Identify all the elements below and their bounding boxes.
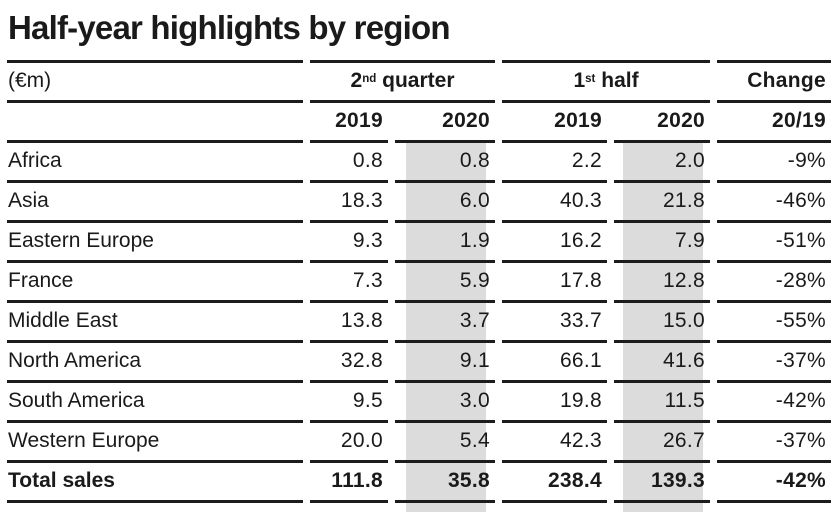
year-header-change: 20/19 — [717, 103, 832, 143]
table-row: Western Europe 20.0 5.4 42.3 26.7 -37% — [7, 422, 832, 463]
value-cell: 13.8 — [310, 303, 388, 343]
value-cell: 7.9 — [614, 222, 711, 263]
value-cell: 12.8 — [614, 262, 711, 303]
value-cell: 26.7 — [614, 422, 711, 463]
year-header-h1-2020: 2020 — [614, 103, 711, 143]
value-cell: 11.5 — [614, 382, 711, 423]
h1-num: 1 — [573, 69, 586, 93]
value-cell: 66.1 — [502, 343, 608, 383]
change-cell: -37% — [717, 423, 832, 463]
shade-overhang — [395, 502, 496, 512]
region-cell: France — [7, 263, 303, 303]
group-header-q2: 2nd quarter — [310, 59, 496, 103]
q2-rest: quarter — [376, 69, 455, 93]
year-header-q2-2020: 2020 — [395, 103, 496, 143]
value-cell: 7.3 — [310, 263, 388, 303]
change-cell: -9% — [717, 143, 832, 183]
value-cell: 2.0 — [614, 142, 711, 183]
value-cell: 21.8 — [614, 182, 711, 223]
value-cell: 41.6 — [614, 342, 711, 383]
total-value-cell: 35.8 — [395, 462, 496, 503]
value-cell: 6.0 — [395, 182, 496, 223]
group-header-h1: 1st half — [502, 59, 711, 103]
value-cell: 17.8 — [502, 263, 608, 303]
value-cell: 9.1 — [395, 342, 496, 383]
page-title: Half-year highlights by region — [8, 9, 451, 46]
year-header-q2-2019: 2019 — [310, 103, 388, 143]
value-cell: 5.9 — [395, 262, 496, 303]
highlights-table: (€m) 2nd quarter 1st half Change 2019 20… — [0, 59, 838, 512]
value-cell: 3.7 — [395, 302, 496, 343]
change-cell: -28% — [717, 263, 832, 303]
h1-ordinal: st — [585, 72, 596, 85]
change-cell: -37% — [717, 343, 832, 383]
region-cell: Africa — [7, 143, 303, 183]
table-row: Africa 0.8 0.8 2.2 2.0 -9% — [7, 142, 832, 183]
total-row: Total sales 111.8 35.8 238.4 139.3 -42% — [7, 462, 832, 503]
table-row: Eastern Europe 9.3 1.9 16.2 7.9 -51% — [7, 222, 832, 263]
value-cell: 3.0 — [395, 382, 496, 423]
total-change-cell: -42% — [717, 463, 832, 503]
region-cell: North America — [7, 343, 303, 383]
change-cell: -51% — [717, 223, 832, 263]
change-cell: -42% — [717, 383, 832, 423]
value-cell: 9.5 — [310, 383, 388, 423]
value-cell: 9.3 — [310, 223, 388, 263]
q2-num: 2 — [350, 69, 363, 93]
table-row: Asia 18.3 6.0 40.3 21.8 -46% — [7, 182, 832, 223]
change-cell: -55% — [717, 303, 832, 343]
value-cell: 0.8 — [395, 142, 496, 183]
value-cell: 40.3 — [502, 183, 608, 223]
empty-header-cell — [7, 103, 303, 143]
shade-overhang-row — [7, 502, 831, 512]
change-cell: -46% — [717, 183, 832, 223]
table-row: France 7.3 5.9 17.8 12.8 -28% — [7, 262, 832, 303]
total-value-cell: 238.4 — [502, 463, 608, 503]
value-cell: 33.7 — [502, 303, 608, 343]
shade-overhang — [614, 502, 711, 512]
region-cell: South America — [7, 383, 303, 423]
group-header-change: Change — [717, 59, 832, 103]
h1-rest: half — [595, 69, 639, 93]
region-cell: Western Europe — [7, 423, 303, 463]
region-cell: Asia — [7, 183, 303, 223]
q2-ordinal: nd — [362, 72, 377, 85]
value-cell: 19.8 — [502, 383, 608, 423]
year-header-h1-2019: 2019 — [502, 103, 608, 143]
value-cell: 2.2 — [502, 143, 608, 183]
value-cell: 18.3 — [310, 183, 388, 223]
value-cell: 16.2 — [502, 223, 608, 263]
value-cell: 0.8 — [310, 143, 388, 183]
table-row: North America 32.8 9.1 66.1 41.6 -37% — [7, 342, 832, 383]
value-cell: 20.0 — [310, 423, 388, 463]
total-value-cell: 111.8 — [310, 463, 388, 503]
total-label-cell: Total sales — [7, 463, 303, 503]
unit-label: (€m) — [7, 59, 303, 103]
year-header-row: 2019 2020 2019 2020 20/19 — [7, 103, 832, 143]
value-cell: 15.0 — [614, 302, 711, 343]
group-header-row: (€m) 2nd quarter 1st half Change — [7, 59, 832, 103]
region-cell: Eastern Europe — [7, 223, 303, 263]
total-value-cell: 139.3 — [614, 462, 711, 503]
value-cell: 5.4 — [395, 422, 496, 463]
table-row: South America 9.5 3.0 19.8 11.5 -42% — [7, 382, 832, 423]
value-cell: 42.3 — [502, 423, 608, 463]
table-row: Middle East 13.8 3.7 33.7 15.0 -55% — [7, 302, 832, 343]
value-cell: 1.9 — [395, 222, 496, 263]
value-cell: 32.8 — [310, 343, 388, 383]
region-cell: Middle East — [7, 303, 303, 343]
